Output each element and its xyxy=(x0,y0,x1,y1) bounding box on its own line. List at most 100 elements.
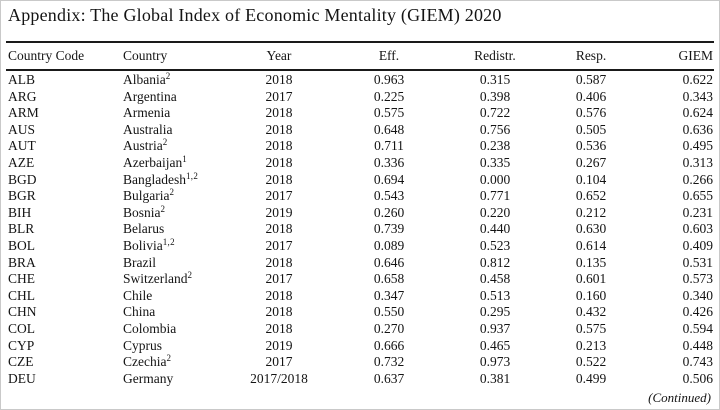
cell-giem: 0.231 xyxy=(682,204,713,220)
table-row: ARM Armenia 2018 0.575 0.722 0.576 0.624 xyxy=(8,105,713,122)
cell-eff: 0.739 xyxy=(373,221,405,237)
cell-resp: 0.406 xyxy=(575,88,607,104)
table-row: CHL Chile 2018 0.347 0.513 0.160 0.340 xyxy=(8,288,713,305)
footnote-superscript: 2 xyxy=(166,353,172,364)
cell-year: 2019 xyxy=(265,337,293,353)
country-name: Azerbaijan xyxy=(123,154,183,170)
cell-eff: 0.646 xyxy=(373,254,405,270)
country-name: Brazil xyxy=(123,254,156,270)
cell-resp: 0.536 xyxy=(575,138,607,154)
cell-country-code: AUT xyxy=(8,138,36,154)
cell-redistr: 0.315 xyxy=(479,72,511,87)
cell-country-code: CYP xyxy=(8,337,35,353)
table-row: CYP Cyprus 2019 0.666 0.465 0.213 0.448 xyxy=(8,338,713,355)
cell-country: Bulgaria2 xyxy=(123,188,234,205)
footnote-superscript: 2 xyxy=(165,71,171,81)
header-country: Country xyxy=(123,48,168,63)
cell-eff: 0.270 xyxy=(373,320,405,336)
cell-country-code: BLR xyxy=(8,221,35,237)
table-row: BRA Brazil 2018 0.646 0.812 0.135 0.531 xyxy=(8,255,713,272)
footnote-superscript: 2 xyxy=(162,137,168,148)
page-title: Appendix: The Global Index of Economic M… xyxy=(8,5,502,25)
cell-giem: 0.573 xyxy=(682,271,713,287)
table-row: CHE Switzerland2 2017 0.658 0.458 0.601 … xyxy=(8,271,713,288)
cell-resp: 0.212 xyxy=(575,204,607,220)
cell-country-code: BOL xyxy=(8,237,35,253)
cell-country: Cyprus xyxy=(123,338,234,355)
cell-resp: 0.576 xyxy=(575,105,607,121)
header-resp: Resp. xyxy=(575,48,607,63)
cell-year: 2017 xyxy=(265,354,293,370)
cell-eff: 0.336 xyxy=(373,154,405,170)
cell-country-code: BIH xyxy=(8,204,32,220)
cell-year: 2018 xyxy=(265,154,293,170)
cell-resp: 0.575 xyxy=(575,320,607,336)
cell-year: 2017/2018 xyxy=(250,370,308,386)
cell-redistr: 0.973 xyxy=(479,354,511,370)
cell-resp: 0.630 xyxy=(575,221,607,237)
cell-resp: 0.432 xyxy=(575,304,607,320)
country-name: Australia xyxy=(123,121,173,137)
cell-eff: 0.225 xyxy=(373,88,405,104)
cell-country: Chile xyxy=(123,288,234,305)
cell-resp: 0.160 xyxy=(575,287,607,303)
cell-year: 2018 xyxy=(265,221,293,237)
country-name: Germany xyxy=(123,370,174,386)
cell-country-code: ARG xyxy=(8,88,37,104)
cell-country: Czechia2 xyxy=(123,354,234,371)
cell-giem: 0.531 xyxy=(682,254,713,270)
table-row: BGR Bulgaria2 2017 0.543 0.771 0.652 0.6… xyxy=(8,188,713,205)
country-name: Colombia xyxy=(123,320,177,336)
cell-redistr: 0.513 xyxy=(479,287,511,303)
cell-giem: 0.594 xyxy=(682,320,713,336)
cell-redistr: 0.238 xyxy=(479,138,511,154)
cell-giem: 0.313 xyxy=(682,154,713,170)
cell-giem: 0.409 xyxy=(682,237,713,253)
cell-redistr: 0.000 xyxy=(479,171,511,187)
footnote-superscript: 2 xyxy=(169,187,175,198)
table-header-rule xyxy=(6,69,714,71)
table-row: COL Colombia 2018 0.270 0.937 0.575 0.59… xyxy=(8,321,713,338)
cell-eff: 0.658 xyxy=(373,271,405,287)
cell-resp: 0.652 xyxy=(575,188,607,204)
table-row: BGD Bangladesh1,2 2018 0.694 0.000 0.104… xyxy=(8,171,713,189)
cell-redistr: 0.220 xyxy=(479,204,511,220)
header-eff: Eff. xyxy=(378,48,400,63)
cell-redistr: 0.465 xyxy=(479,337,511,353)
cell-giem: 0.622 xyxy=(682,72,713,87)
cell-giem: 0.448 xyxy=(682,337,713,353)
cell-redistr: 0.523 xyxy=(479,237,511,253)
cell-resp: 0.522 xyxy=(575,354,607,370)
cell-redistr: 0.771 xyxy=(479,188,511,204)
cell-eff: 0.637 xyxy=(373,370,405,386)
cell-eff: 0.260 xyxy=(373,204,405,220)
country-name: Chile xyxy=(123,287,153,303)
cell-resp: 0.135 xyxy=(575,254,607,270)
cell-giem: 0.506 xyxy=(682,370,713,386)
cell-eff: 0.648 xyxy=(373,121,405,137)
table-row: BIH Bosnia2 2019 0.260 0.220 0.212 0.231 xyxy=(8,203,713,222)
cell-country: Bangladesh1,2 xyxy=(123,171,234,189)
country-name: Belarus xyxy=(123,221,165,237)
table-row: ALB Albania2 2018 0.963 0.315 0.587 0.62… xyxy=(8,72,713,89)
cell-giem: 0.266 xyxy=(682,171,713,187)
cell-resp: 0.213 xyxy=(575,337,607,353)
cell-country: Australia xyxy=(123,122,234,139)
table-row: BLR Belarus 2018 0.739 0.440 0.630 0.603 xyxy=(8,221,713,238)
table-row: AUS Australia 2018 0.648 0.756 0.505 0.6… xyxy=(8,122,713,139)
cell-redistr: 0.295 xyxy=(479,304,511,320)
cell-country: Austria2 xyxy=(123,138,234,155)
cell-country: China xyxy=(123,304,234,321)
country-name: Bulgaria xyxy=(123,188,170,204)
cell-resp: 0.505 xyxy=(575,121,607,137)
cell-country-code: BGD xyxy=(8,171,37,187)
cell-redistr: 0.722 xyxy=(479,105,511,121)
cell-country-code: DEU xyxy=(8,370,36,386)
country-name: Cyprus xyxy=(123,337,163,353)
cell-redistr: 0.937 xyxy=(479,320,511,336)
footnote-superscript: 2 xyxy=(160,203,166,214)
cell-year: 2017 xyxy=(265,88,293,104)
cell-country-code: BGR xyxy=(8,188,36,204)
cell-redistr: 0.398 xyxy=(479,88,511,104)
cell-giem: 0.655 xyxy=(682,188,713,204)
